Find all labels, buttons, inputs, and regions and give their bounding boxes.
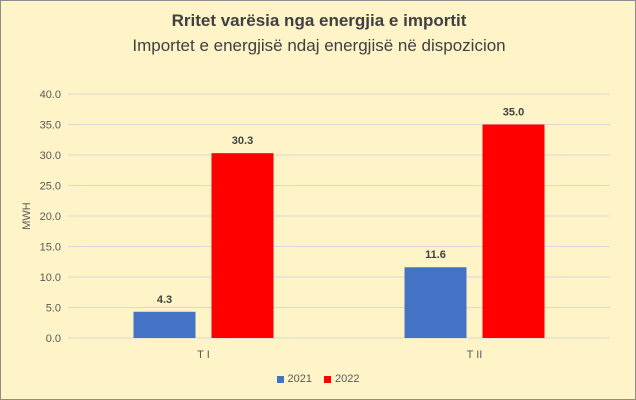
bar-2021-1 bbox=[404, 267, 467, 338]
legend-label-2021: 2021 bbox=[287, 373, 312, 385]
x-tick-label: T II bbox=[467, 349, 483, 361]
y-tick-label: 30.0 bbox=[40, 150, 61, 162]
bar-2022-0 bbox=[211, 153, 274, 338]
y-tick-label: 40.0 bbox=[40, 89, 61, 101]
legend-item-2022: 2022 bbox=[324, 373, 359, 385]
y-tick-label: 15.0 bbox=[40, 242, 61, 254]
y-tick-label: 35.0 bbox=[40, 120, 61, 132]
y-tick-label: 0.0 bbox=[46, 333, 61, 345]
chart-subtitle: Importet e energjisë ndaj energjisë në d… bbox=[132, 36, 506, 55]
y-tick-label: 5.0 bbox=[46, 303, 61, 315]
data-label: 35.0 bbox=[503, 107, 524, 119]
data-label: 11.6 bbox=[425, 249, 446, 261]
bar-2022-1 bbox=[482, 124, 545, 338]
legend-item-2021: 2021 bbox=[276, 373, 312, 385]
legend: 2021 2022 bbox=[0, 373, 636, 385]
chart-title: Rritet varësia nga energjia e importit bbox=[171, 11, 467, 30]
legend-label-2022: 2022 bbox=[335, 373, 360, 385]
y-axis-label: MWH bbox=[21, 202, 33, 230]
data-label: 30.3 bbox=[232, 135, 253, 147]
legend-swatch-2021 bbox=[276, 375, 284, 383]
bar-2021-0 bbox=[133, 311, 196, 338]
x-tick-label: T I bbox=[197, 349, 210, 361]
y-tick-label: 10.0 bbox=[40, 272, 61, 284]
data-label: 4.3 bbox=[157, 294, 172, 306]
y-tick-label: 20.0 bbox=[40, 211, 61, 223]
y-tick-label: 25.0 bbox=[40, 181, 61, 193]
legend-swatch-2022 bbox=[324, 375, 331, 383]
